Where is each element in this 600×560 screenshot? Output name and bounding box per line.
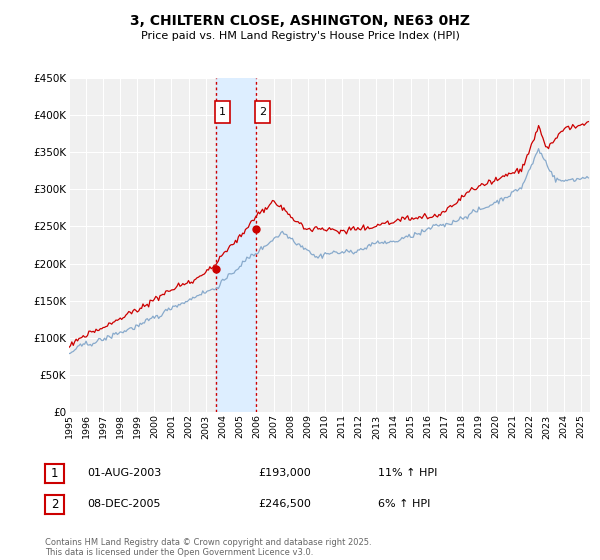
Text: £193,000: £193,000	[258, 468, 311, 478]
Bar	[215, 78, 256, 412]
Text: 11% ↑ HPI: 11% ↑ HPI	[378, 468, 437, 478]
Text: Contains HM Land Registry data © Crown copyright and database right 2025.
This d: Contains HM Land Registry data © Crown c…	[45, 538, 371, 557]
Text: 1: 1	[219, 107, 226, 116]
FancyBboxPatch shape	[255, 101, 271, 123]
Text: 3, CHILTERN CLOSE, ASHINGTON, NE63 0HZ: 3, CHILTERN CLOSE, ASHINGTON, NE63 0HZ	[130, 14, 470, 28]
Text: 6% ↑ HPI: 6% ↑ HPI	[378, 499, 430, 509]
Text: Price paid vs. HM Land Registry's House Price Index (HPI): Price paid vs. HM Land Registry's House …	[140, 31, 460, 41]
Text: 2: 2	[51, 498, 58, 511]
Text: £246,500: £246,500	[258, 499, 311, 509]
Text: 2: 2	[259, 107, 266, 116]
Text: 1: 1	[51, 467, 58, 480]
Text: 01-AUG-2003: 01-AUG-2003	[87, 468, 161, 478]
FancyBboxPatch shape	[215, 101, 230, 123]
Text: 08-DEC-2005: 08-DEC-2005	[87, 499, 161, 509]
